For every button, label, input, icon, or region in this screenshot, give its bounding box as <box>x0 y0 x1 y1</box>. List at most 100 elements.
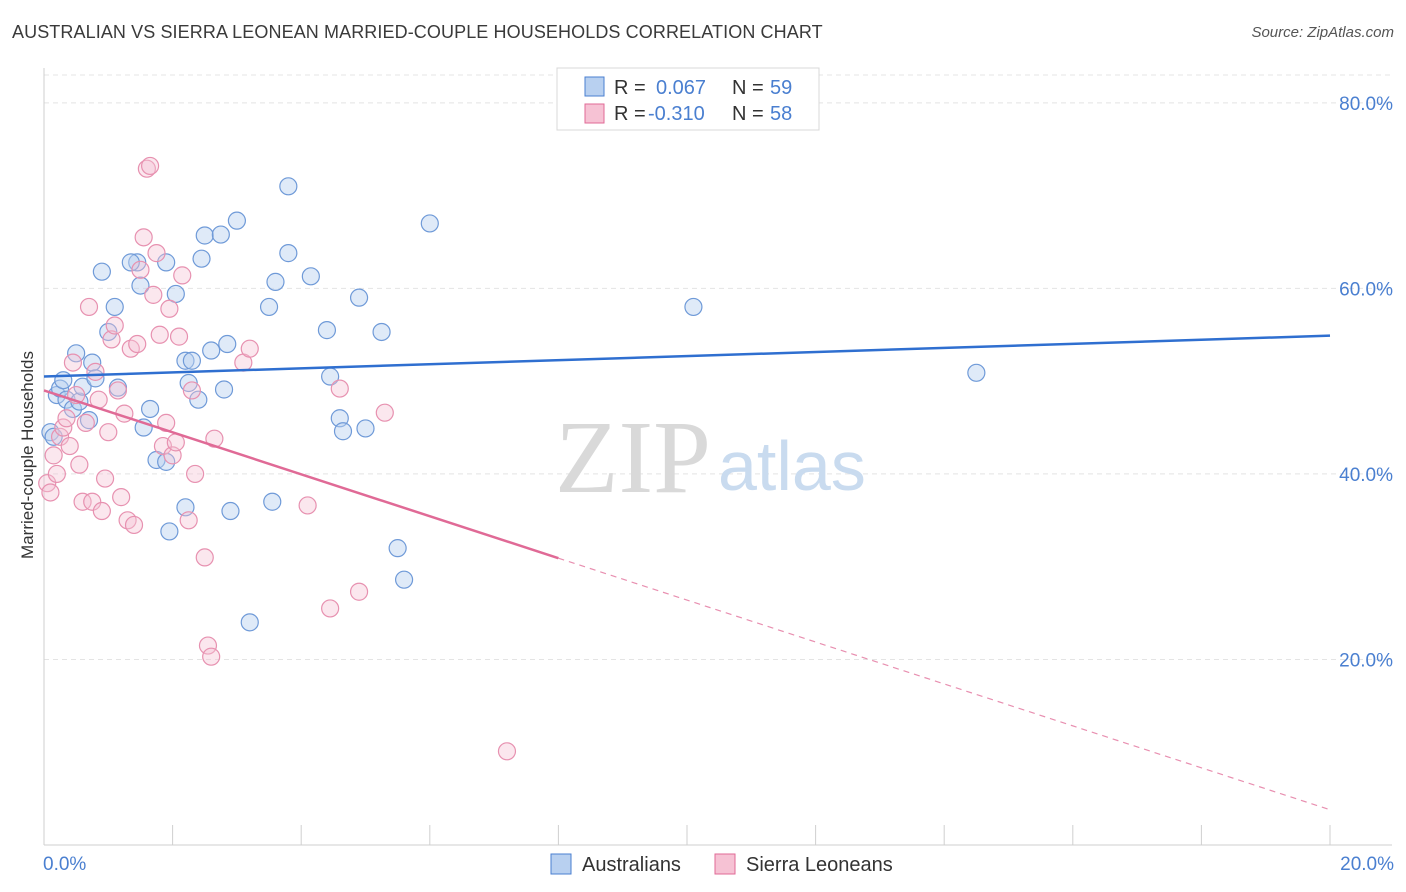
australians-point <box>54 371 73 390</box>
sierra-leoneans-point <box>173 266 192 285</box>
legend-r-value-1: 0.067 <box>656 77 706 99</box>
australians-point <box>356 419 375 438</box>
bottom-legend-sierra-leoneans: Sierra Leoneans <box>746 854 893 876</box>
australians-point <box>218 334 237 354</box>
australians-point <box>372 322 391 342</box>
sierra-leoneans-point <box>73 492 92 511</box>
sierra-leoneans-point <box>497 742 517 761</box>
bottom-legend: Australians Sierra Leoneans <box>550 853 893 876</box>
legend-n-label-1: N = <box>732 77 764 99</box>
australians-point <box>182 351 201 370</box>
sierra-leoneans-point <box>92 501 111 521</box>
australians-point <box>221 501 240 521</box>
sierra-leoneans-point <box>179 511 198 530</box>
sierra-leoneans-point <box>240 339 259 358</box>
sierra-leoneans-point <box>140 156 160 176</box>
sierra-leoneans-point <box>330 379 349 398</box>
sierra-leoneans-point <box>86 362 105 381</box>
sierra-leoneans-point <box>112 488 131 507</box>
y-axis-label: Married-couple Households <box>18 351 37 559</box>
legend-swatch-australians <box>584 76 605 97</box>
y-tick-label: 40.0% <box>1339 465 1393 486</box>
sierra-leoneans-point <box>195 548 214 567</box>
sierra-leoneans-point <box>150 325 169 344</box>
y-tick-label: 60.0% <box>1339 279 1393 300</box>
trend-lines <box>43 334 1331 811</box>
sierra-leoneans-point <box>131 260 150 279</box>
legend: R = 0.067 N = 59 R = -0.310 N = 58 <box>556 67 820 131</box>
sierra-leoneans-point <box>134 228 153 247</box>
legend-n-value-1: 59 <box>770 77 792 99</box>
source-label: Source: ZipAtlas.com <box>1251 24 1394 41</box>
sierra-leoneans-point <box>349 582 369 601</box>
sierra-leoneans-trend-line-extension <box>558 557 1331 811</box>
australians-point <box>279 244 298 263</box>
sierra-leoneans-point <box>124 515 144 535</box>
australians-point <box>79 411 99 430</box>
legend-r-label-2: R = <box>614 103 646 125</box>
australians-point <box>202 341 221 360</box>
australians-point <box>92 262 111 281</box>
data-points <box>38 156 986 761</box>
australians-point <box>214 380 234 399</box>
bottom-legend-swatch-sierra-leoneans <box>714 853 736 875</box>
bottom-legend-swatch-australians <box>550 853 572 875</box>
australians-point <box>420 214 439 233</box>
legend-n-value-2: 58 <box>770 103 792 125</box>
australians-point <box>121 253 140 272</box>
bottom-legend-australians: Australians <box>582 854 681 876</box>
australians-point <box>140 399 160 419</box>
australians-point <box>44 427 63 446</box>
sierra-leoneans-point <box>144 285 163 304</box>
australians-point <box>227 211 246 230</box>
australians-point <box>263 492 282 511</box>
watermark-atlas: atlas <box>718 427 866 505</box>
x-tick-label-max: 20.0% <box>1340 854 1394 875</box>
legend-r-value-2: -0.310 <box>648 103 705 125</box>
x-tick-label-min: 0.0% <box>43 854 86 875</box>
sierra-leoneans-point <box>169 327 189 346</box>
sierra-leoneans-point <box>147 244 166 263</box>
australians-point <box>189 390 208 409</box>
y-tick-label: 20.0% <box>1339 650 1393 671</box>
sierra-leoneans-point <box>95 469 115 488</box>
australians-point <box>967 363 986 382</box>
australians-point <box>394 570 414 589</box>
sierra-leoneans-point <box>83 492 102 511</box>
chart-title: AUSTRALIAN VS SIERRA LEONEAN MARRIED-COU… <box>12 22 823 42</box>
sierra-leoneans-point <box>128 334 147 354</box>
sierra-leoneans-point <box>63 353 83 372</box>
sierra-leoneans-point <box>76 413 95 432</box>
australians-point <box>333 422 353 441</box>
sierra-leoneans-point <box>108 381 128 400</box>
australians-point <box>388 539 407 558</box>
sierra-leoneans-point <box>182 381 201 400</box>
australians-point <box>317 321 337 340</box>
sierra-leoneans-point <box>160 299 179 318</box>
y-tick-label: 80.0% <box>1339 94 1393 115</box>
australians-point <box>259 297 279 317</box>
australians-point <box>131 276 150 295</box>
sierra-leoneans-point <box>321 599 340 618</box>
sierra-leoneans-point <box>79 297 99 317</box>
australians-point <box>195 226 214 245</box>
australians-point <box>349 288 369 307</box>
legend-r-label-1: R = <box>614 77 646 99</box>
sierra-leoneans-point <box>198 636 218 655</box>
sierra-leoneans-point <box>44 446 63 465</box>
axes <box>43 68 1392 846</box>
australians-trend-line <box>43 334 1331 378</box>
australians-point <box>266 272 285 291</box>
legend-swatch-sierra-leoneans <box>584 103 605 124</box>
sierra-leoneans-point <box>298 496 317 515</box>
sierra-leoneans-point <box>105 316 124 335</box>
sierra-leoneans-point <box>102 330 121 349</box>
sierra-leoneans-point <box>70 455 89 474</box>
sierra-leoneans-point <box>60 436 79 456</box>
australians-point <box>279 177 298 196</box>
australians-point <box>240 613 259 632</box>
watermark-zip: ZIP <box>555 400 711 515</box>
legend-n-label-2: N = <box>732 103 764 125</box>
australians-point <box>160 522 179 541</box>
